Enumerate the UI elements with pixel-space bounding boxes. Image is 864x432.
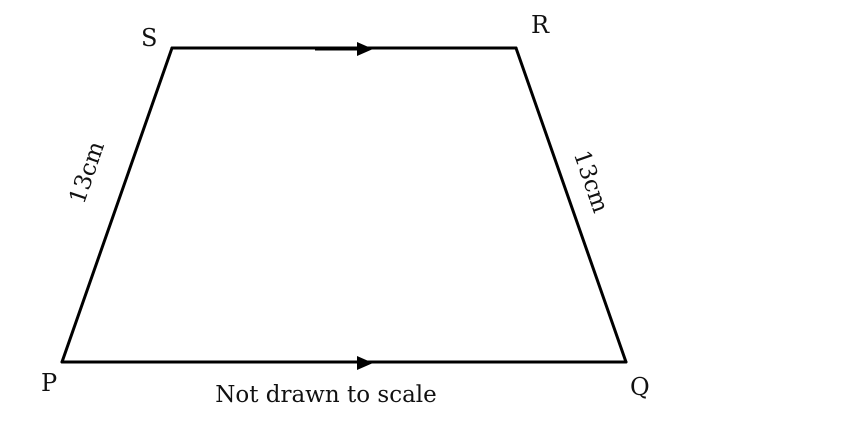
vertex-label-r: R xyxy=(531,11,550,39)
vertex-label-p: P xyxy=(41,369,57,397)
edge-ps xyxy=(60,46,174,364)
edge-rq xyxy=(514,46,628,364)
vertex-label-s: S xyxy=(141,24,157,52)
vertex-label-q: Q xyxy=(630,373,650,401)
parallel-arrow-sr xyxy=(357,42,373,56)
parallel-arrow-pq xyxy=(357,356,373,370)
side-label-qr: 13cm xyxy=(568,147,613,216)
scale-note: Not drawn to scale xyxy=(215,382,437,408)
side-label-ps: 13cm xyxy=(65,138,110,207)
